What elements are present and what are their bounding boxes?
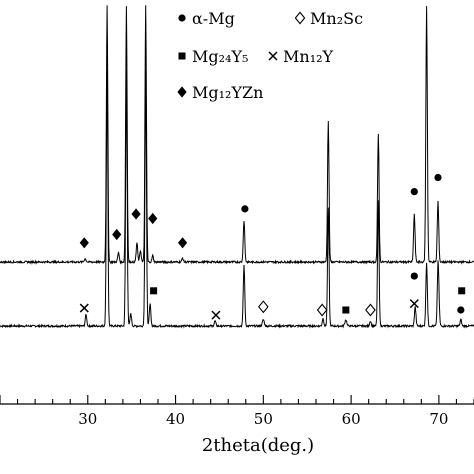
legend-label: α-Mg (192, 9, 235, 28)
legend-label: Mn₁₂Y (283, 47, 334, 66)
marker-diamond-filled (112, 228, 122, 241)
marker-circle-filled (410, 188, 418, 196)
marker-circle-filled (434, 173, 442, 182)
x-axis-ticks: 30 40 50 60 70 (0, 395, 474, 428)
x-tick-label: 60 (342, 410, 361, 428)
x-tick-label: 30 (78, 410, 97, 428)
marker-cross (79, 303, 89, 313)
marker-square-filled (458, 287, 466, 295)
marker-diamond-open (365, 303, 376, 317)
legend: α-Mg Mn₂Sc Mg₂₄Y₅ Mn₁₂Y Mg₁₂YZn (168, 9, 418, 120)
x-tick-label: 70 (429, 410, 448, 428)
marker-diamond-filled (79, 237, 89, 249)
traces (0, 5, 474, 329)
marker-square-filled (150, 287, 158, 295)
marker-circle-filled (410, 272, 418, 280)
legend-marker-circle-filled (178, 14, 186, 22)
marker-diamond-filled (131, 208, 141, 220)
marker-diamond-open (258, 300, 269, 314)
x-tick-label: 50 (254, 410, 273, 428)
series-trace-1 (0, 69, 474, 329)
legend-label: Mg₂₄Y₅ (192, 47, 248, 66)
marker-diamond-open (316, 303, 328, 317)
legend-label: Mg₁₂YZn (192, 83, 263, 102)
marker-diamond-filled (148, 212, 158, 225)
legend-box (168, 12, 418, 120)
x-axis-label: 2theta(deg.) (202, 435, 314, 456)
x-tick-label: 40 (166, 410, 185, 428)
legend-marker-square-filled (178, 52, 186, 60)
marker-diamond-filled (177, 237, 188, 249)
marker-square-filled (342, 306, 350, 314)
marker-circle-filled (457, 306, 465, 314)
legend-marker-diamond-filled (177, 86, 187, 98)
legend-marker-cross (268, 51, 278, 61)
legend-marker-diamond-open (294, 11, 306, 25)
marker-circle-filled (241, 205, 249, 213)
series-trace-2 (0, 5, 474, 265)
legend-label: Mn₂Sc (310, 9, 363, 28)
marker-cross (211, 310, 221, 320)
marker-cross (409, 299, 419, 309)
